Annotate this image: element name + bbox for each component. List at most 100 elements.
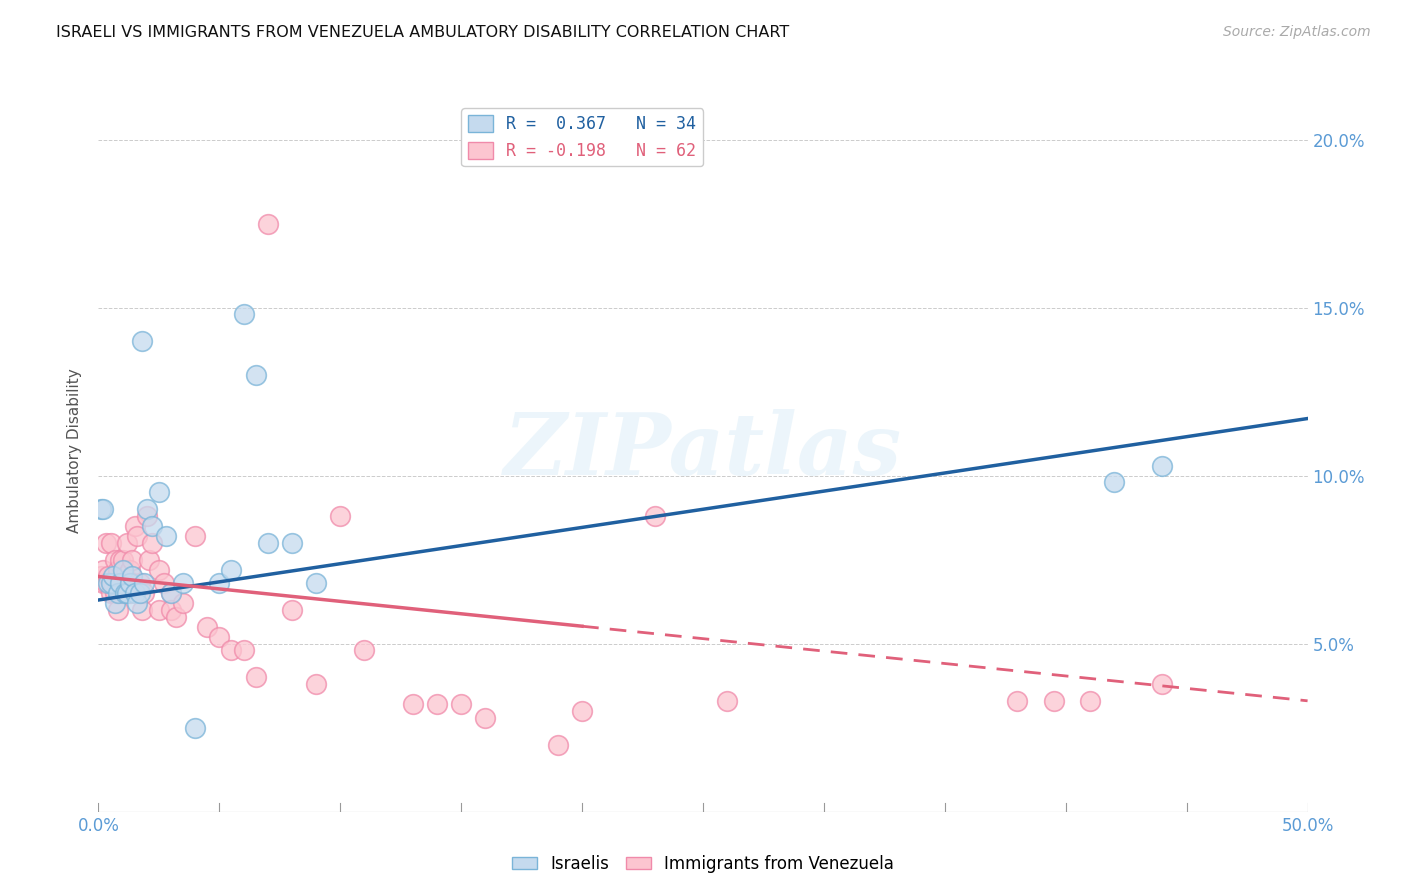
Point: [450, 697, 472, 711]
Point: [474, 711, 496, 725]
Point: [1152, 458, 1174, 473]
Point: [172, 596, 194, 610]
Point: [135, 508, 157, 523]
Point: [305, 677, 328, 691]
Point: [329, 508, 352, 523]
Point: [245, 368, 267, 382]
Point: [1042, 694, 1064, 708]
Point: [152, 576, 174, 591]
Point: [1102, 475, 1125, 490]
Point: [111, 586, 134, 600]
Point: [547, 738, 569, 752]
Point: [117, 586, 139, 600]
Point: [97, 569, 120, 583]
Point: [101, 569, 124, 583]
Point: [148, 603, 170, 617]
Point: [128, 576, 150, 591]
Point: [131, 334, 153, 349]
Y-axis label: Ambulatory Disability: Ambulatory Disability: [67, 368, 83, 533]
Point: [127, 529, 149, 543]
Point: [232, 643, 254, 657]
Point: [1152, 677, 1174, 691]
Point: [121, 552, 143, 566]
Point: [134, 586, 156, 600]
Point: [107, 563, 129, 577]
Point: [94, 536, 117, 550]
Point: [107, 586, 129, 600]
Point: [571, 704, 593, 718]
Point: [118, 576, 141, 591]
Point: [124, 586, 146, 600]
Point: [716, 694, 738, 708]
Point: [100, 576, 122, 591]
Point: [402, 697, 425, 711]
Point: [281, 603, 304, 617]
Point: [100, 536, 122, 550]
Point: [160, 586, 183, 600]
Point: [114, 586, 136, 600]
Point: [305, 576, 328, 591]
Point: [281, 536, 304, 550]
Text: Source: ZipAtlas.com: Source: ZipAtlas.com: [1223, 25, 1371, 39]
Point: [124, 519, 146, 533]
Point: [91, 576, 114, 591]
Point: [148, 563, 170, 577]
Point: [104, 596, 127, 610]
Point: [141, 519, 163, 533]
Point: [127, 596, 149, 610]
Point: [184, 721, 207, 735]
Legend: R =  0.367   N = 34, R = -0.198   N = 62: R = 0.367 N = 34, R = -0.198 N = 62: [461, 108, 703, 167]
Text: ZIPatlas: ZIPatlas: [503, 409, 903, 492]
Point: [107, 603, 129, 617]
Legend: Israelis, Immigrants from Venezuela: Israelis, Immigrants from Venezuela: [505, 848, 901, 880]
Point: [195, 620, 218, 634]
Point: [90, 569, 112, 583]
Point: [353, 643, 375, 657]
Point: [111, 563, 134, 577]
Point: [208, 630, 231, 644]
Point: [160, 586, 183, 600]
Point: [426, 697, 449, 711]
Point: [118, 563, 141, 577]
Point: [134, 576, 156, 591]
Point: [111, 552, 134, 566]
Point: [135, 502, 157, 516]
Point: [90, 502, 112, 516]
Point: [94, 576, 117, 591]
Point: [121, 569, 143, 583]
Point: [208, 576, 231, 591]
Point: [104, 552, 127, 566]
Point: [118, 586, 141, 600]
Point: [91, 563, 114, 577]
Point: [644, 508, 666, 523]
Point: [91, 502, 114, 516]
Point: [221, 563, 243, 577]
Point: [221, 643, 243, 657]
Point: [141, 536, 163, 550]
Point: [100, 586, 122, 600]
Point: [256, 536, 278, 550]
Point: [1078, 694, 1101, 708]
Point: [148, 485, 170, 500]
Point: [114, 569, 136, 583]
Point: [108, 552, 131, 566]
Point: [160, 603, 183, 617]
Point: [114, 586, 136, 600]
Text: ISRAELI VS IMMIGRANTS FROM VENEZUELA AMBULATORY DISABILITY CORRELATION CHART: ISRAELI VS IMMIGRANTS FROM VENEZUELA AMB…: [56, 25, 790, 40]
Point: [104, 586, 127, 600]
Point: [232, 307, 254, 321]
Point: [128, 586, 150, 600]
Point: [97, 576, 120, 591]
Point: [108, 576, 131, 591]
Point: [131, 603, 153, 617]
Point: [256, 217, 278, 231]
Point: [101, 576, 124, 591]
Point: [184, 529, 207, 543]
Point: [172, 576, 194, 591]
Point: [138, 552, 160, 566]
Point: [165, 609, 187, 624]
Point: [117, 536, 139, 550]
Point: [245, 670, 267, 684]
Point: [121, 576, 143, 591]
Point: [155, 529, 177, 543]
